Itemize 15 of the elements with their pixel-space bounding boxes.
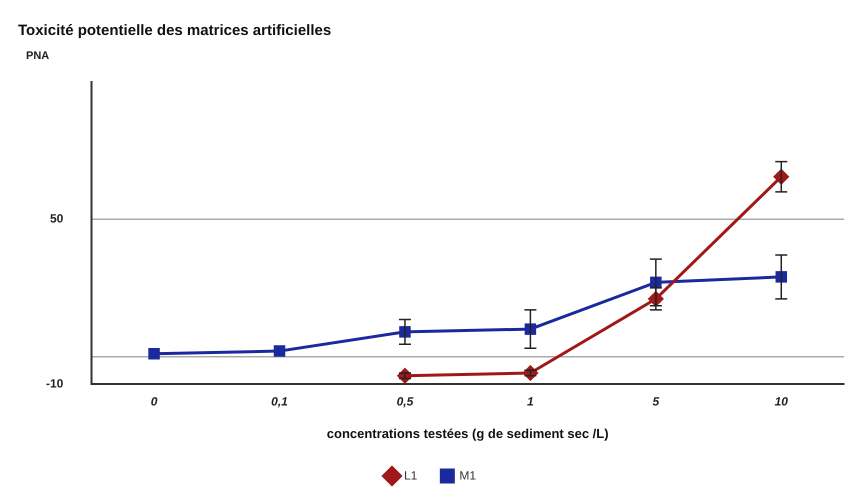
y-tick-label: -10	[46, 376, 64, 390]
x-tick-label: 5	[652, 394, 660, 409]
y-tick-label: 50	[50, 212, 64, 226]
x-tick-label: 0,5	[396, 394, 414, 409]
y-axis-title: PNA	[26, 50, 50, 62]
x-tick-label: 1	[527, 394, 534, 409]
chart-title: Toxicité potentielle des matrices artificielles	[18, 22, 332, 40]
point	[274, 345, 286, 357]
x-tick-label: 10	[774, 394, 788, 409]
legend-label: M1	[459, 468, 476, 482]
legend-label: L1	[404, 468, 418, 482]
x-tick-label: 0	[150, 394, 158, 409]
x-axis-title: concentrations testées (g de sediment sec /L)	[326, 426, 609, 441]
x-tick-label: 0,1	[271, 394, 288, 409]
point	[148, 348, 160, 360]
